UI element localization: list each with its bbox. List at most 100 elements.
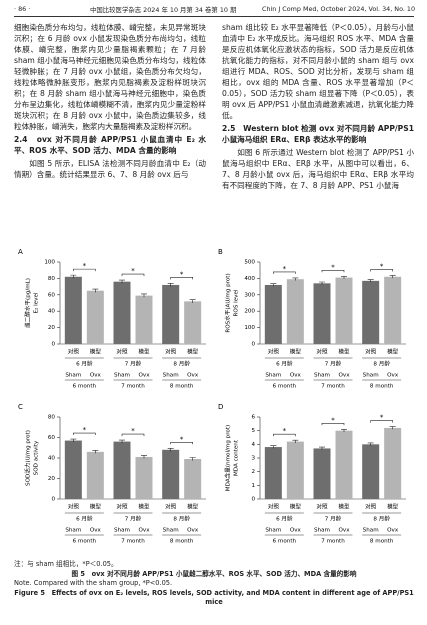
group-label: 6 月龄 [276, 515, 293, 523]
significance-bracket [321, 269, 345, 273]
left-column: 细胞染色质分布均匀，线粒体膜、嵴完整，未见异常斑块沉积；在 6 月龄 ovx 小… [14, 22, 206, 180]
group-label-en: 7 month [121, 539, 145, 545]
significance-bracket [370, 269, 393, 272]
group-label: 7 月龄 [125, 515, 142, 523]
y-tick-label: 200 [244, 309, 255, 315]
x-tick-label: 模型 [387, 503, 399, 511]
x-tick-label: 对照 [116, 348, 128, 356]
significance-mark: * [380, 262, 384, 270]
y-axis-label: ROS level [234, 289, 240, 316]
error-bar [167, 283, 174, 287]
figure-title-cn: 图 5 ovx 对不同月龄 APP/PS1 小鼠雌二醇水平、ROS 水平、SOD… [71, 569, 357, 578]
bar [335, 277, 353, 344]
y-tick-label: 400 [244, 276, 255, 282]
panel-label: B [218, 248, 223, 256]
y-tick-label: 60 [48, 435, 56, 441]
legend-label-en: Ovx [387, 373, 399, 379]
legend-label-en: Ovx [138, 373, 150, 379]
legend-label-en: Ovx [387, 528, 399, 534]
group-label-en: 7 month [321, 384, 345, 390]
group-label: 6 月龄 [76, 360, 93, 368]
y-tick-label: 20 [48, 476, 56, 482]
legend-label-en: Sham [314, 373, 330, 379]
bar [135, 295, 153, 344]
significance-bracket [273, 271, 296, 274]
significance-mark: * [131, 267, 135, 275]
error-bar [167, 447, 174, 452]
x-tick-label: 模型 [290, 348, 302, 356]
y-axis-label: SOD活力(U/mg prot) [24, 430, 32, 486]
significance-mark: * [131, 427, 135, 435]
legend-label-en: Sham [314, 528, 330, 534]
error-bar [141, 293, 147, 298]
journal-en: Chin J Comp Med, October 2024, Vol. 34, … [262, 5, 416, 13]
significance-mark: * [83, 262, 87, 270]
bar [264, 447, 282, 499]
error-bar [189, 457, 196, 461]
y-tick-label: 0 [51, 342, 55, 348]
significance-bracket [273, 433, 296, 437]
error-bar [389, 426, 396, 430]
bar [86, 451, 104, 499]
error-bar [367, 279, 374, 283]
y-tick-label: 100 [44, 260, 55, 266]
y-tick-label: 80 [48, 276, 56, 282]
x-tick-label: 模型 [138, 503, 150, 511]
legend-label-en: Ovx [138, 528, 150, 534]
group-label: 8 月龄 [173, 360, 190, 368]
bar [113, 281, 131, 344]
group-label: 7 月龄 [325, 515, 342, 523]
legend-label-en: Ovx [290, 528, 302, 534]
error-bar [341, 429, 347, 433]
x-tick-label: 模型 [187, 348, 199, 356]
error-bar [292, 277, 299, 281]
figure-title-en: Figure 5 Effects of ovx on E₂ levels, RO… [14, 588, 414, 607]
note-en: Note. Compared with the sham group, *P<0… [14, 579, 173, 587]
y-tick-label: 2 [251, 469, 255, 475]
legend-label-en: Sham [163, 528, 179, 534]
bar [384, 276, 402, 344]
x-tick-label: 对照 [316, 348, 328, 356]
group-label-en: 6 month [73, 539, 97, 545]
chart-panel: A 雌二醇水平(pg/mL) E₂ level 0 20 40 60 80 100 对照 Sham 模… [18, 248, 206, 390]
x-tick-label: 模型 [290, 503, 302, 511]
bar [162, 284, 180, 344]
y-axis-label: MDA content [234, 439, 240, 476]
y-tick-label: 4 [251, 442, 255, 448]
x-tick-label: 对照 [365, 348, 377, 356]
group-label-en: 6 month [73, 384, 97, 390]
significance-bracket [121, 273, 145, 277]
legend-label-en: Sham [363, 528, 379, 534]
y-tick-label: 1 [251, 483, 255, 489]
legend-label-en: Sham [163, 373, 179, 379]
group-label-en: 8 month [370, 384, 394, 390]
bar [64, 276, 82, 344]
error-bar [119, 439, 125, 444]
group-label: 6 月龄 [276, 360, 293, 368]
paragraph: 如图 5 所示，ELISA 法检测不同月龄血清中 E₂（动情期）含量。统计结果显… [14, 159, 206, 179]
x-tick-label: 对照 [165, 503, 177, 511]
group-label-en: 6 month [273, 539, 297, 545]
y-tick-label: 20 [48, 325, 56, 331]
y-tick-label: 0 [51, 497, 55, 503]
group-label-en: 7 month [121, 384, 145, 390]
bar [86, 290, 104, 344]
x-tick-label: 对照 [165, 348, 177, 356]
error-bar [70, 274, 77, 279]
significance-bracket [170, 441, 193, 445]
error-bar [389, 275, 396, 279]
x-tick-label: 对照 [68, 503, 80, 511]
x-tick-label: 模型 [138, 348, 150, 356]
bar [184, 301, 202, 344]
legend-label-en: Ovx [338, 528, 350, 534]
y-axis-label: SOD activity [34, 440, 40, 475]
significance-mark: * [331, 263, 335, 271]
y-axis-label: 雌二醇水平(pg/mL) [24, 278, 32, 328]
chart-panel: C SOD活力(U/mg prot) SOD activity 0 20 40 60 80 对照… [18, 403, 206, 545]
bar [64, 440, 82, 499]
significance-bracket [370, 420, 393, 423]
legend-label-en: Ovx [338, 373, 350, 379]
bar [313, 283, 331, 344]
page-number: · 86 · [14, 5, 31, 13]
paragraph: 细胞染色质分布均匀，线粒体膜、嵴完整，未见异常斑块沉积；在 6 月龄 ovx 小… [14, 23, 206, 131]
